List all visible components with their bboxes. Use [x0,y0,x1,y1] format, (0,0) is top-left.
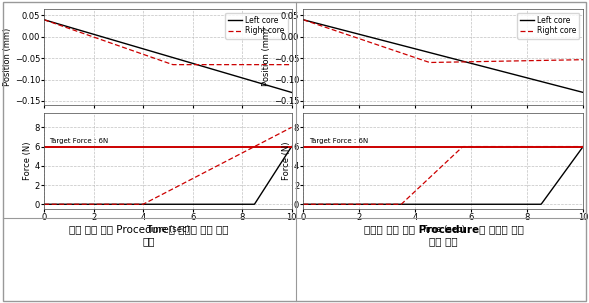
Text: Target Force : 6N: Target Force : 6N [309,138,368,144]
Text: 개선된 자동 정렬 Procedure를 적용한 자동
정렬 결과: 개선된 자동 정렬 Procedure를 적용한 자동 정렬 결과 [363,224,524,246]
Y-axis label: Force (N): Force (N) [282,142,291,180]
Legend: Left core, Right core: Left core, Right core [517,13,580,38]
X-axis label: Time (sec): Time (sec) [421,225,465,234]
Y-axis label: Position (mm): Position (mm) [262,28,271,86]
Y-axis label: Force (N): Force (N) [23,142,32,180]
X-axis label: Time (sec): Time (sec) [146,225,190,234]
Y-axis label: Position (mm): Position (mm) [3,28,12,86]
Text: Target Force : 6N: Target Force : 6N [49,138,108,144]
Legend: Left core, Right core: Left core, Right core [226,13,288,38]
Text: 기존 자동 정렬 Procedure를 적용한 자동 정렬
결과: 기존 자동 정렬 Procedure를 적용한 자동 정렬 결과 [70,224,229,246]
